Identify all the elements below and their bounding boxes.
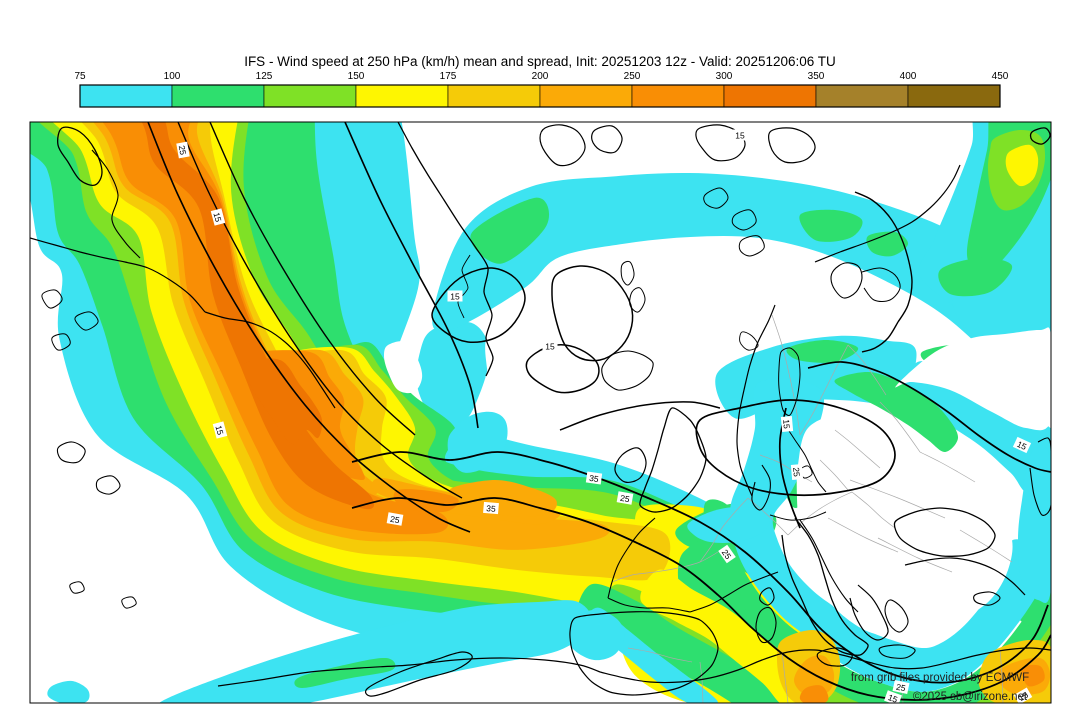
svg-text:75: 75 xyxy=(74,71,86,82)
svg-text:25: 25 xyxy=(619,493,630,505)
svg-text:15: 15 xyxy=(450,292,460,302)
svg-text:175: 175 xyxy=(440,71,457,82)
svg-text:15: 15 xyxy=(211,211,223,223)
svg-text:35: 35 xyxy=(589,473,600,484)
svg-text:100: 100 xyxy=(164,71,181,82)
svg-text:35: 35 xyxy=(486,503,497,514)
svg-text:15: 15 xyxy=(887,692,900,705)
svg-text:200: 200 xyxy=(532,71,549,82)
svg-text:150: 150 xyxy=(348,71,365,82)
svg-text:25: 25 xyxy=(177,145,189,156)
svg-text:IFS - Wind speed at 250 hPa (k: IFS - Wind speed at 250 hPa (km/h) mean … xyxy=(244,54,836,69)
svg-text:15: 15 xyxy=(781,419,792,430)
svg-text:15: 15 xyxy=(545,342,555,352)
svg-text:350: 350 xyxy=(808,71,825,82)
svg-text:125: 125 xyxy=(256,71,273,82)
svg-text:450: 450 xyxy=(992,71,1009,82)
svg-text:©2025 sb@irizone.net: ©2025 sb@irizone.net xyxy=(913,691,1028,703)
svg-text:25: 25 xyxy=(389,514,400,526)
svg-text:400: 400 xyxy=(900,71,917,82)
svg-text:15: 15 xyxy=(213,424,225,436)
svg-text:25: 25 xyxy=(895,682,907,694)
svg-text:15: 15 xyxy=(735,131,745,141)
svg-text:300: 300 xyxy=(716,71,733,82)
svg-text:25: 25 xyxy=(791,467,802,478)
svg-text:15: 15 xyxy=(1015,439,1028,452)
svg-text:250: 250 xyxy=(624,71,641,82)
svg-text:from grib files provided by EC: from grib files provided by ECMWF xyxy=(851,672,1029,684)
